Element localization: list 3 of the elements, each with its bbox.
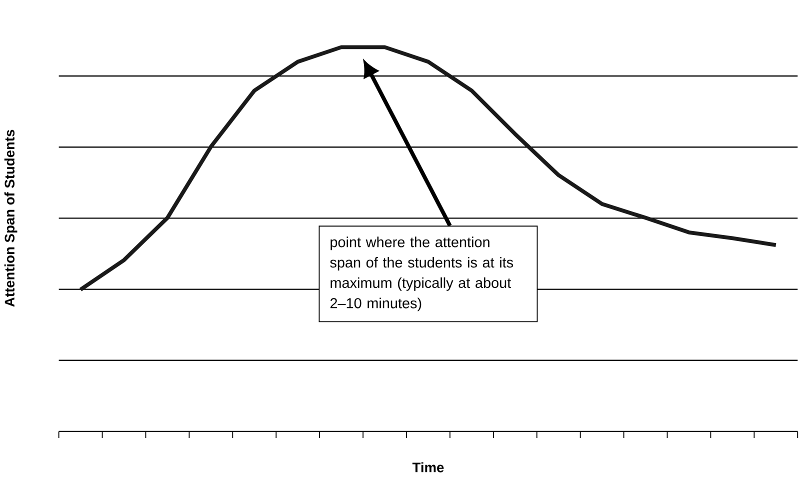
annotation: point where the attention span of the students is at its maximum (typically at about 2–10 minutes) [330,236,514,312]
x-axis-title: Time [412,462,444,473]
y-axis-title: Attention Span of Students [4,130,18,307]
